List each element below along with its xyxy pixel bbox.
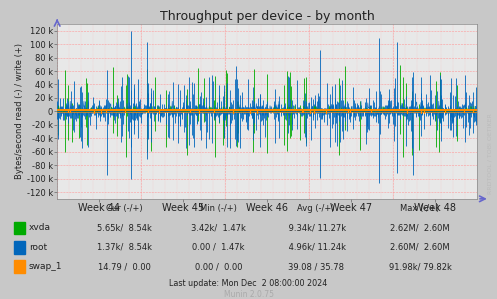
Text: Min (-/+): Min (-/+)	[200, 204, 237, 213]
Text: 14.79 /  0.00: 14.79 / 0.00	[98, 262, 151, 271]
Text: Cur (-/+): Cur (-/+)	[106, 204, 143, 213]
Text: 5.65k/  8.54k: 5.65k/ 8.54k	[97, 223, 152, 232]
Text: 39.08 / 35.78: 39.08 / 35.78	[288, 262, 343, 271]
Text: 2.62M/  2.60M: 2.62M/ 2.60M	[390, 223, 450, 232]
Text: 4.96k/ 11.24k: 4.96k/ 11.24k	[286, 243, 345, 252]
Text: Max (-/+): Max (-/+)	[401, 204, 439, 213]
Text: Last update: Mon Dec  2 08:00:00 2024: Last update: Mon Dec 2 08:00:00 2024	[169, 280, 328, 289]
Text: 9.34k/ 11.27k: 9.34k/ 11.27k	[286, 223, 345, 232]
Text: Munin 2.0.75: Munin 2.0.75	[224, 290, 273, 299]
Text: Avg (-/+): Avg (-/+)	[297, 204, 334, 213]
Text: 1.37k/  8.54k: 1.37k/ 8.54k	[97, 243, 152, 252]
Y-axis label: Bytes/second read (-) / write (+): Bytes/second read (-) / write (+)	[15, 43, 24, 179]
Text: 0.00 /  1.47k: 0.00 / 1.47k	[192, 243, 245, 252]
Text: 0.00 /  0.00: 0.00 / 0.00	[195, 262, 243, 271]
Title: Throughput per device - by month: Throughput per device - by month	[160, 10, 375, 23]
Text: swap_1: swap_1	[29, 262, 62, 271]
Text: 91.98k/ 79.82k: 91.98k/ 79.82k	[389, 262, 451, 271]
Text: root: root	[29, 243, 47, 252]
Text: RRDTOOL / TOBI OETIKER: RRDTOOL / TOBI OETIKER	[487, 114, 492, 194]
Text: 2.60M/  2.60M: 2.60M/ 2.60M	[390, 243, 450, 252]
Text: 3.42k/  1.47k: 3.42k/ 1.47k	[191, 223, 246, 232]
Text: xvda: xvda	[29, 223, 51, 232]
